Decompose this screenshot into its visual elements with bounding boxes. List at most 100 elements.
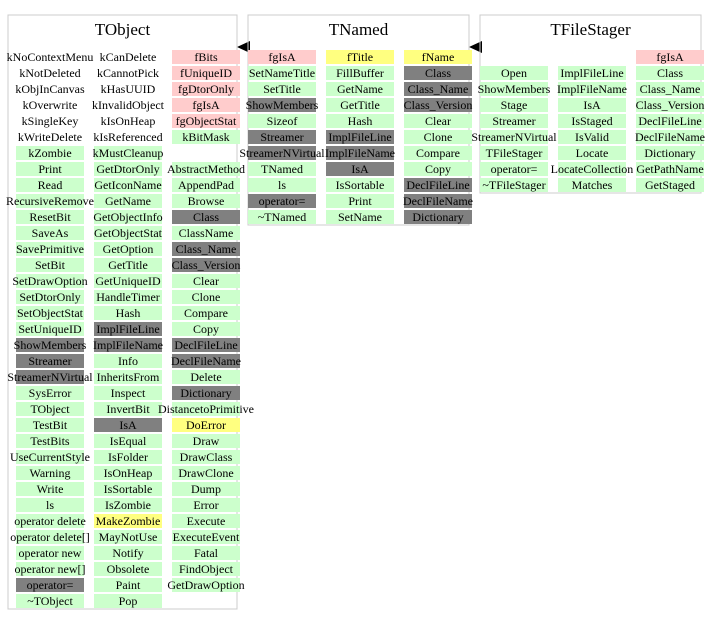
member-label: GetName (105, 194, 151, 208)
member-label: operator delete (14, 514, 86, 528)
member-cell (326, 66, 394, 80)
member-cell (172, 354, 240, 368)
member-label: Notify (112, 546, 143, 560)
member-cell (94, 290, 162, 304)
member-cell (94, 530, 162, 544)
member-cell (326, 162, 394, 176)
member-label: Stage (501, 98, 528, 112)
member-cell (16, 50, 84, 64)
member-cell (404, 66, 472, 80)
member-cell (248, 98, 316, 112)
member-cell (326, 130, 394, 144)
member-label: fUniqueID (180, 66, 232, 80)
member-label: Copy (425, 162, 451, 176)
member-cell (558, 66, 626, 80)
member-label: GetStaged (645, 178, 695, 192)
member-label: kCanDelete (100, 50, 157, 64)
member-cell (94, 130, 162, 144)
member-cell (16, 386, 84, 400)
member-label: Open (501, 66, 527, 80)
member-label: IsA (351, 162, 369, 176)
member-label: Class (193, 210, 219, 224)
member-label: GetIconName (94, 178, 161, 192)
member-cell (94, 450, 162, 464)
member-label: Info (118, 354, 138, 368)
member-cell (248, 82, 316, 96)
member-cell (558, 82, 626, 96)
member-label: kNoContextMenu (7, 50, 94, 64)
member-label: ImplFileLine (560, 66, 623, 80)
member-cell (94, 258, 162, 272)
member-label: SetDtorOnly (19, 290, 80, 304)
member-label: IsFolder (108, 450, 148, 464)
member-cell (636, 178, 704, 192)
member-label: IsOnHeap (104, 466, 153, 480)
member-cell (172, 306, 240, 320)
member-cell (16, 530, 84, 544)
member-cell (558, 146, 626, 160)
member-cell (172, 322, 240, 336)
member-label: ls (46, 498, 54, 512)
member-label: ResetBit (29, 210, 71, 224)
member-cell (16, 578, 84, 592)
member-label: SetBit (35, 258, 66, 272)
member-cell (172, 178, 240, 192)
member-label: operator delete[] (10, 530, 90, 544)
member-label: AppendPad (178, 178, 234, 192)
member-cell (404, 114, 472, 128)
member-cell (16, 562, 84, 576)
member-label: Delete (190, 370, 221, 384)
member-label: Execute (187, 514, 226, 528)
member-cell (172, 194, 240, 208)
member-label: IsSortable (104, 482, 153, 496)
member-label: TestBits (30, 434, 69, 448)
member-cell (172, 226, 240, 240)
member-label: IsSortable (336, 178, 385, 192)
member-cell (16, 146, 84, 160)
member-label: IsA (583, 98, 601, 112)
member-label: Browse (188, 194, 225, 208)
member-cell (404, 162, 472, 176)
member-cell (16, 178, 84, 192)
member-cell (16, 274, 84, 288)
member-cell (326, 114, 394, 128)
member-label: Streamer (28, 354, 71, 368)
member-cell (636, 50, 704, 64)
member-label: GetUniqueID (95, 274, 161, 288)
member-label: IsValid (575, 130, 609, 144)
member-cell (16, 338, 84, 352)
member-cell (16, 242, 84, 256)
member-cell (636, 98, 704, 112)
member-cell (16, 546, 84, 560)
member-cell (94, 498, 162, 512)
member-cell (172, 530, 240, 544)
member-cell (636, 130, 704, 144)
member-cell (94, 50, 162, 64)
member-cell (172, 242, 240, 256)
member-cell (16, 354, 84, 368)
member-label: DeclFileName (635, 130, 705, 144)
member-cell (94, 242, 162, 256)
member-label: kBitMask (182, 130, 229, 144)
member-label: GetTitle (340, 98, 380, 112)
member-cell (94, 338, 162, 352)
member-cell (16, 482, 84, 496)
member-label: Hash (116, 306, 141, 320)
member-cell (94, 370, 162, 384)
member-cell (636, 114, 704, 128)
member-cell (326, 82, 394, 96)
member-label: StreamerNVirtual (239, 146, 325, 160)
member-cell (172, 210, 240, 224)
member-cell (404, 82, 472, 96)
member-label: Sizeof (267, 114, 298, 128)
member-cell (94, 178, 162, 192)
member-label: Class (425, 66, 451, 80)
member-label: operator new[] (15, 562, 86, 576)
member-label: GetPathName (636, 162, 703, 176)
member-cell (248, 210, 316, 224)
member-cell (248, 146, 316, 160)
member-cell (404, 130, 472, 144)
class-name: TObject (95, 20, 151, 39)
member-cell (172, 130, 240, 144)
member-label: Class_Name (640, 82, 701, 96)
